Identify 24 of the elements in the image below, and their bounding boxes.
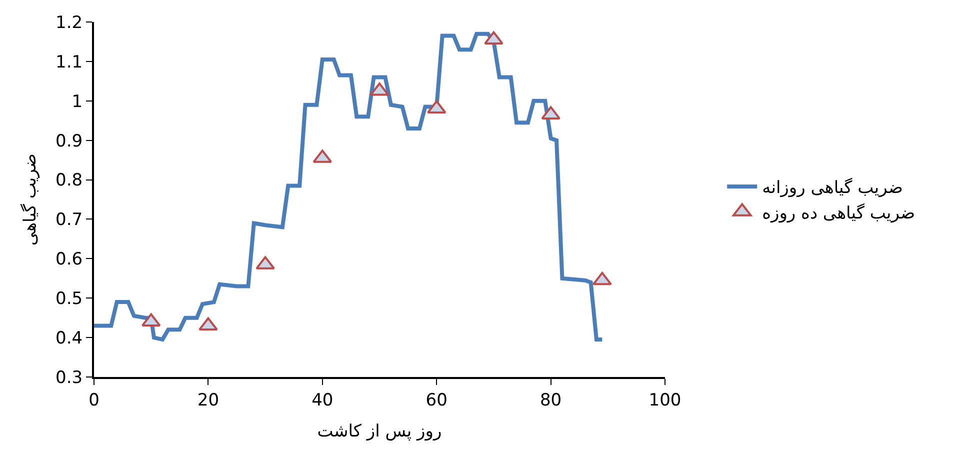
point xyxy=(592,272,612,286)
legend-label: ضریب گیاهی روزانه xyxy=(762,177,903,198)
y-tick-label: 0.8 xyxy=(56,170,83,191)
y-tick-label: 0.6 xyxy=(56,250,83,270)
y-axis-title: ضریب گیاهی xyxy=(20,153,41,246)
point xyxy=(426,100,446,114)
x-tick-label: 100 xyxy=(648,390,682,410)
x-tick-label: 80 xyxy=(540,390,562,410)
y-tick-label: 0.9 xyxy=(56,131,83,152)
y-tick-label: 1.2 xyxy=(56,12,83,33)
y-tick-label: 0.3 xyxy=(56,368,83,388)
legend-label: ضریب گیاهی ده روزه xyxy=(762,202,916,224)
y-tick-label: 1.1 xyxy=(56,52,83,72)
x-tick-label: 60 xyxy=(426,390,448,410)
x-tick-label: 0 xyxy=(88,390,100,410)
y-tick-label: 0.5 xyxy=(56,289,83,310)
x-tick-label: 40 xyxy=(312,390,334,410)
y-tick-label: 0.4 xyxy=(56,328,83,349)
x-axis-title: روز پس از کاشت xyxy=(317,421,442,442)
line-series xyxy=(94,32,604,342)
y-tick-label: 0.7 xyxy=(56,210,83,230)
y-tick-label: 1 xyxy=(72,92,83,112)
point xyxy=(141,313,161,327)
x-tick-label: 20 xyxy=(197,390,220,410)
